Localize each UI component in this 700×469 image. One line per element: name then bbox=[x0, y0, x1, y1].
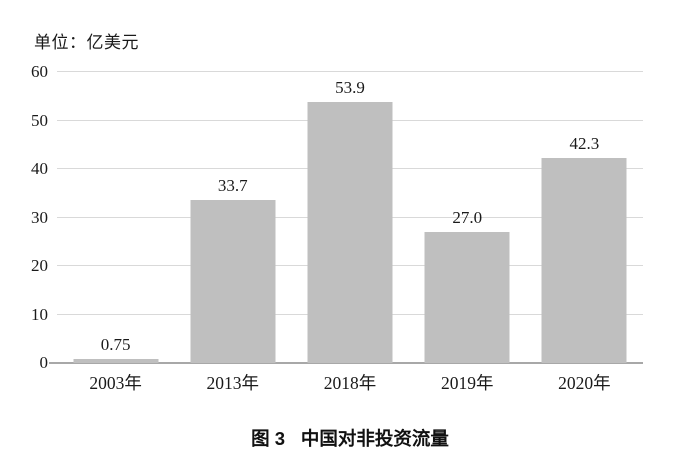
x-tick-label: 2019年 bbox=[440, 373, 494, 393]
bar-slot: 53.9 bbox=[291, 72, 408, 363]
bars-container: 0.75 33.7 53.9 27.0 42.3 bbox=[57, 72, 643, 363]
x-axis-labels: 2003年 2013年 2018年 2019年 2020年 bbox=[57, 370, 643, 395]
bar-value-label: 53.9 bbox=[335, 77, 365, 97]
bar-slot: 42.3 bbox=[526, 72, 643, 363]
x-tick-label: 2020年 bbox=[558, 373, 611, 393]
y-tick-label: 60 bbox=[31, 62, 48, 81]
y-tick-label: 0 bbox=[39, 353, 49, 372]
bar-slot: 0.75 bbox=[57, 72, 174, 363]
bar-2003年 bbox=[73, 359, 159, 363]
y-tick-label: 10 bbox=[31, 304, 48, 324]
bar-value-label: 42.3 bbox=[569, 133, 600, 153]
x-tick-label: 2003年 bbox=[89, 373, 142, 393]
bar-slot: 27.0 bbox=[409, 72, 526, 363]
bar-value-label: 27.0 bbox=[452, 208, 483, 228]
y-tick-label: 40 bbox=[31, 159, 48, 178]
bar-2020年 bbox=[541, 157, 627, 363]
y-tick-label: 20 bbox=[31, 256, 48, 275]
bar-value-label: 33.7 bbox=[217, 175, 248, 195]
figure-caption: 图 3 中国对非投资流量 bbox=[0, 425, 700, 451]
bar-2018年 bbox=[307, 101, 393, 363]
gridline bbox=[57, 71, 643, 72]
bar-value-label: 0.75 bbox=[100, 335, 131, 355]
plot-area: 0.75 33.7 53.9 27.0 42.3 bbox=[49, 71, 643, 364]
x-axis-line bbox=[49, 362, 643, 364]
y-axis: 0 10 20 30 40 50 60 bbox=[0, 63, 48, 372]
y-tick-label: 50 bbox=[31, 110, 48, 130]
caption-title: 中国对非投资流量 bbox=[300, 428, 449, 449]
caption-prefix: 图 3 bbox=[251, 428, 286, 449]
bar-slot: 33.7 bbox=[174, 72, 291, 363]
unit-label: 单位：亿美元 bbox=[34, 33, 139, 52]
x-tick-label: 2013年 bbox=[206, 373, 260, 393]
y-tick-label: 30 bbox=[31, 207, 48, 227]
bar-2019年 bbox=[424, 232, 510, 363]
x-tick-label: 2018年 bbox=[323, 373, 377, 393]
bar-2013年 bbox=[190, 199, 276, 363]
